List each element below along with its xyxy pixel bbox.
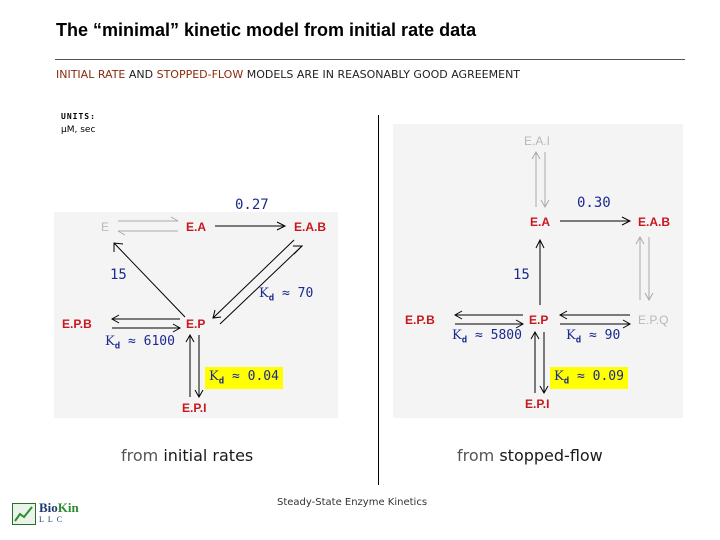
left-rate-side: 15	[110, 267, 127, 283]
kd-value: 0.09	[592, 369, 624, 384]
kd-subscript: d	[461, 335, 468, 346]
left-caption: from initial rates	[121, 446, 253, 465]
kd-approx: ≈	[588, 328, 597, 343]
caption-prefix: from	[121, 446, 164, 465]
units-value: μM, sec	[61, 125, 96, 135]
left-arrow-eab-ep	[212, 239, 304, 325]
left-node-epi: E.P.I	[182, 401, 207, 415]
left-node-e: E	[101, 220, 110, 234]
left-rate-top: 0.27	[235, 197, 269, 213]
caption-main: stopped-flow	[499, 446, 603, 465]
right-node-epi: E.P.I	[525, 397, 550, 411]
left-kd-eab: Kd ≈ 70	[259, 286, 313, 304]
kd-approx: ≈	[127, 334, 136, 349]
right-arrow-eab-epq	[635, 235, 654, 302]
kd-symbol: K	[554, 369, 564, 384]
footer-text: Steady-State Enzyme Kinetics	[277, 497, 428, 508]
right-kd-epi: Kd ≈ 0.09	[550, 367, 628, 389]
left-node-ep: E.P	[186, 317, 206, 331]
kd-approx: ≈	[576, 369, 585, 384]
right-arrow-ep-epq	[558, 310, 632, 329]
kd-value: 6100	[143, 334, 175, 349]
left-arrow-epb-ep	[110, 314, 182, 333]
subtitle-stopped-flow: STOPPED-FLOW	[156, 68, 244, 81]
left-kd-epi: Kd ≈ 0.04	[205, 367, 283, 389]
right-node-epq: E.P.Q	[638, 313, 669, 327]
kd-subscript: d	[575, 335, 582, 346]
right-rate-side: 15	[513, 267, 530, 283]
logo-kin: Kin	[57, 500, 79, 515]
kd-symbol: K	[105, 334, 115, 349]
right-node-ep: E.P	[529, 313, 549, 327]
left-arrow-ep-e	[113, 242, 186, 318]
left-arrow-ep-epi	[185, 333, 204, 399]
right-kd-epq: Kd ≈ 90	[566, 328, 620, 346]
right-caption: from stopped-flow	[457, 446, 603, 465]
right-node-ea: E.A	[530, 215, 551, 229]
subtitle-and: AND	[125, 68, 157, 81]
right-kd-epb: Kd ≈ 5800	[452, 328, 522, 346]
kd-subscript: d	[114, 341, 121, 352]
kd-value: 70	[297, 286, 314, 301]
caption-main: initial rates	[163, 446, 254, 465]
kd-subscript: d	[563, 376, 570, 387]
kd-approx: ≈	[474, 328, 483, 343]
kd-symbol: K	[566, 328, 576, 343]
caption-prefix: from	[457, 446, 500, 465]
left-arrow-ea-eab	[215, 221, 287, 231]
kd-value: 90	[604, 328, 621, 343]
biokin-logo: BioKin	[39, 500, 79, 516]
page-title: The “minimal” kinetic model from initial…	[56, 20, 477, 40]
right-arrow-ea-eab	[560, 216, 632, 226]
left-node-ea: E.A	[186, 220, 207, 234]
subtitle-initial-rate: INITIAL RATE	[56, 68, 126, 81]
logo-bio: Bio	[39, 500, 58, 515]
kd-approx: ≈	[231, 369, 240, 384]
right-arrow-eai-ea	[531, 150, 550, 209]
subtitle-rest: MODELS ARE IN REASONABLY GOOD AGREEMENT	[243, 68, 521, 81]
kd-value: 5800	[490, 328, 522, 343]
right-panel-bg	[393, 124, 683, 418]
right-arrow-ep-ea	[535, 238, 545, 305]
biokin-logo-icon	[12, 503, 36, 525]
logo-llc: LLC	[39, 515, 67, 524]
kd-value: 0.04	[247, 369, 279, 384]
left-node-epb: E.P.B	[62, 317, 92, 331]
left-panel-bg	[54, 212, 338, 418]
left-node-eab: E.A.B	[294, 220, 327, 234]
right-node-eab: E.A.B	[638, 215, 671, 229]
title-rule	[55, 59, 685, 60]
right-arrow-ep-epi	[530, 330, 549, 395]
right-arrow-epb-ep	[453, 310, 525, 329]
panel-divider	[378, 115, 379, 485]
right-node-eai: E.A.I	[524, 134, 551, 148]
kd-subscript: d	[268, 293, 275, 304]
units-label: UNITS:	[61, 112, 96, 121]
kd-symbol: K	[209, 369, 219, 384]
page-subtitle: INITIAL RATE AND STOPPED-FLOW MODELS ARE…	[56, 68, 520, 81]
left-kd-epb: Kd ≈ 6100	[105, 334, 175, 352]
kd-subscript: d	[218, 376, 225, 387]
right-rate-top: 0.30	[577, 195, 611, 211]
left-arrow-e-ea	[117, 216, 179, 236]
kd-symbol: K	[452, 328, 462, 343]
right-node-epb: E.P.B	[405, 313, 435, 327]
kd-symbol: K	[259, 286, 269, 301]
chart-line-icon	[14, 506, 33, 522]
kd-approx: ≈	[281, 286, 290, 301]
